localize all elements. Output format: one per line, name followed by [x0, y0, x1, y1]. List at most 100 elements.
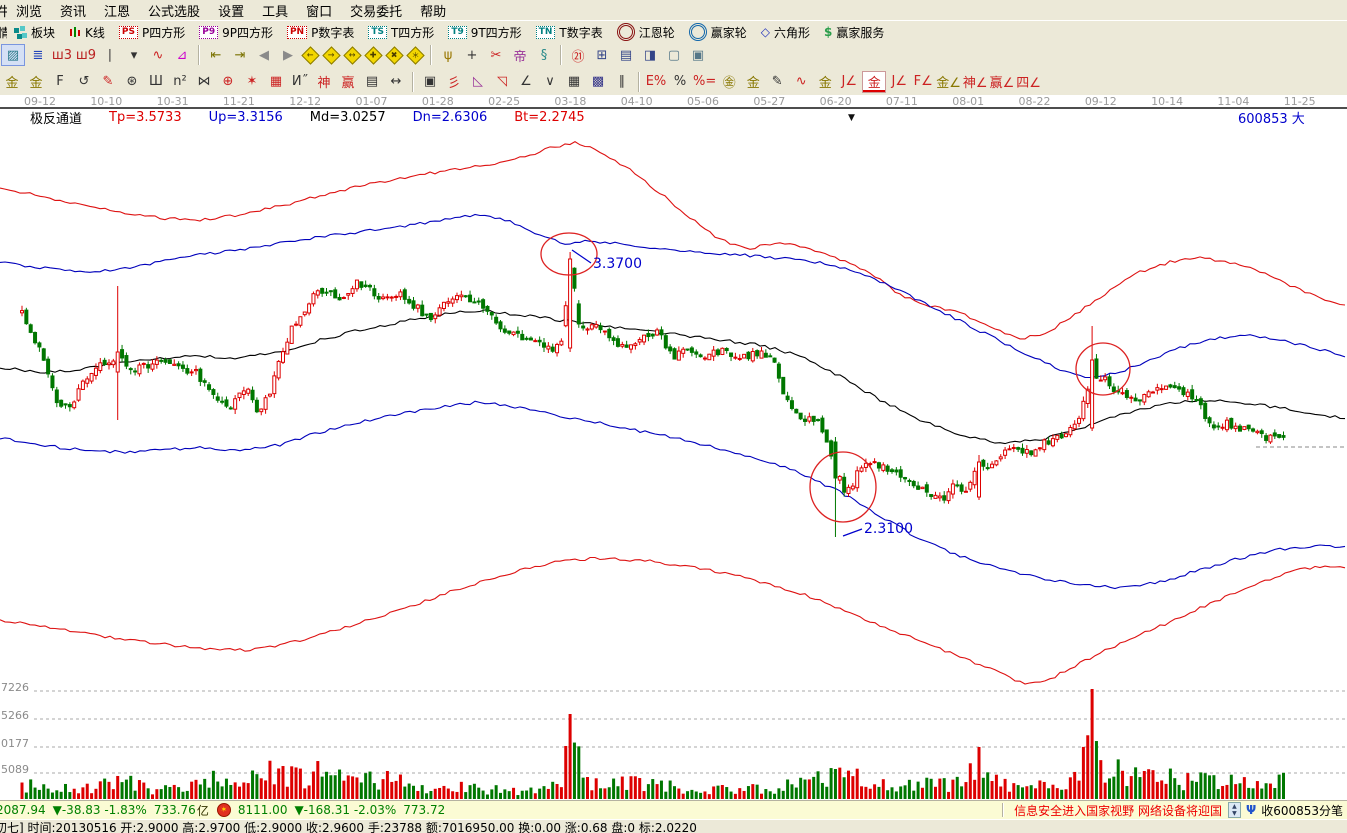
- target-circle-tool[interactable]: ⊕: [222, 74, 234, 89]
- hand-drag-tool[interactable]: ψ: [443, 47, 453, 63]
- p-square-button[interactable]: PS P四方形: [118, 24, 185, 41]
- next-bar-tool[interactable]: ▶: [283, 47, 293, 63]
- brain-tool[interactable]: §: [540, 47, 548, 63]
- date-tick-label: 10-10: [90, 95, 123, 108]
- diamond-right-tool[interactable]: →: [322, 45, 341, 65]
- save-disk-tool[interactable]: ◨: [643, 47, 657, 63]
- f-angle-tool[interactable]: F∠: [913, 74, 933, 89]
- dropdown-arrow-icon[interactable]: ▾: [130, 47, 138, 63]
- fan-triangle-tool[interactable]: ◺: [473, 74, 483, 89]
- winner-service-button[interactable]: $ 赢家服务: [824, 24, 884, 41]
- info-panel-tool[interactable]: ≣: [32, 47, 44, 63]
- shen-tool[interactable]: 神: [317, 76, 331, 91]
- pc-search-tool[interactable]: ▢: [667, 47, 681, 63]
- scissors-tool[interactable]: ✂: [490, 47, 502, 63]
- width-arrows-tool[interactable]: ↔: [390, 74, 402, 89]
- diamond-expand-tool[interactable]: ↔: [343, 45, 362, 65]
- diamond-cross-tool[interactable]: ✚: [364, 45, 383, 65]
- p-square-icon: PS: [118, 25, 138, 39]
- percent-lines-tool[interactable]: %=: [693, 74, 717, 89]
- spiral-tool[interactable]: ↺: [78, 74, 90, 89]
- fan-lines-tool[interactable]: 彡: [447, 76, 461, 91]
- n-square-tool[interactable]: n²: [173, 74, 187, 89]
- pc-tool[interactable]: ▣: [691, 47, 705, 63]
- kline-button[interactable]: K线: [69, 24, 105, 41]
- gann-wheel-button[interactable]: 江恩轮: [616, 23, 675, 41]
- highlight-ellipse: [1075, 342, 1131, 396]
- grid-b-tool[interactable]: ▩: [591, 74, 605, 89]
- menu-item-3[interactable]: 公式选股: [148, 4, 201, 20]
- grid-red-tool[interactable]: ▦: [269, 74, 283, 89]
- sector-blocks-button[interactable]: 板块: [14, 24, 55, 41]
- pattern-tool[interactable]: ∿: [152, 47, 164, 63]
- seal-tool[interactable]: 帝: [513, 49, 527, 65]
- brush-rocket-tool[interactable]: ✎: [102, 74, 114, 89]
- e-percent-tool[interactable]: E%: [645, 74, 667, 89]
- chart-view-tool[interactable]: ▨: [1, 44, 25, 66]
- menu-item-7[interactable]: 交易委托: [350, 4, 403, 20]
- circle-gold-tool[interactable]: ㊎: [722, 76, 736, 91]
- gann-wheel-small-tool[interactable]: ⊛: [126, 74, 138, 89]
- calendar-tool[interactable]: ㉑: [571, 49, 585, 65]
- t9-square-button[interactable]: T9 9T四方形: [448, 24, 522, 41]
- comb-ruler-tool[interactable]: Ш: [149, 74, 163, 89]
- menu-item-6[interactable]: 窗口: [306, 4, 333, 20]
- hexagon-button[interactable]: ◇ 六角形: [761, 24, 810, 41]
- p9-square-button[interactable]: P9 9P四方形: [199, 24, 273, 41]
- grid-a-tool[interactable]: ▦: [567, 74, 581, 89]
- f-ruler-tool[interactable]: F: [56, 74, 64, 89]
- ying-tool[interactable]: 赢: [341, 76, 355, 91]
- candle-style-tool[interactable]: ∣: [106, 47, 114, 63]
- menu-item-8[interactable]: 帮助: [420, 4, 447, 20]
- calculator-tool[interactable]: ⊞: [596, 47, 608, 63]
- gold-angle-tool[interactable]: 金∠: [936, 76, 961, 91]
- gold-tool-3[interactable]: 金: [818, 76, 832, 91]
- t-square-button[interactable]: TS T四方形: [368, 24, 434, 41]
- shen-angle-tool[interactable]: 神∠: [962, 76, 988, 91]
- gold-angle-selected-tool[interactable]: 金: [862, 70, 887, 93]
- first-bar-tool[interactable]: ⇤: [210, 47, 222, 63]
- wave-tool[interactable]: ∿: [795, 74, 807, 89]
- diamond-left-tool[interactable]: ←: [301, 45, 320, 65]
- bars9-tool[interactable]: ш9: [75, 47, 97, 63]
- ying-angle-tool[interactable]: 赢∠: [989, 76, 1015, 91]
- percent-tool[interactable]: %: [673, 74, 687, 89]
- menu-item-2[interactable]: 江恩: [104, 4, 131, 20]
- starburst-tool[interactable]: ✶: [246, 74, 258, 89]
- flag-tool[interactable]: ⊿: [176, 47, 188, 63]
- mirror-angle-tool[interactable]: ⋈: [197, 74, 211, 89]
- notebook-tool[interactable]: ▤: [619, 47, 633, 63]
- fan-square-tool[interactable]: ◹: [497, 74, 507, 89]
- last-bar-tool[interactable]: ⇥: [234, 47, 246, 63]
- index-status-bar: 2087.94 ▼-38.83 -1.83% 733.76 亿 ✶ 8111.00 ▼-16…: [0, 800, 1347, 819]
- crosshair-tool[interactable]: +: [466, 47, 478, 63]
- gann-gold-tool-2[interactable]: 金: [29, 76, 43, 91]
- layout-box-tool[interactable]: ▣: [423, 74, 437, 89]
- menu-item-1[interactable]: 资讯: [60, 4, 87, 20]
- gold-line-tool[interactable]: 金: [746, 76, 760, 91]
- abacus-tool[interactable]: ▤: [365, 74, 379, 89]
- j-angle-tool[interactable]: J∠: [841, 74, 858, 89]
- si-angle-tool[interactable]: 四∠: [1016, 76, 1041, 91]
- axis-separator-line: [0, 107, 1347, 109]
- gann-gold-tool-1[interactable]: 金: [5, 76, 19, 91]
- brush2-tool[interactable]: ✎: [771, 74, 783, 89]
- t-number-table-button[interactable]: TN T数字表: [535, 24, 603, 41]
- menu-item-5[interactable]: 工具: [262, 4, 289, 20]
- v-wave-tool[interactable]: ∨: [545, 74, 555, 89]
- ticker-spinner[interactable]: ▲ ▼: [1227, 802, 1241, 818]
- bars3-tool[interactable]: ш3: [51, 47, 73, 63]
- diamond-collapse-tool[interactable]: ✖: [385, 45, 404, 65]
- speed-line-tool[interactable]: И˝: [291, 74, 309, 89]
- p-number-table-button[interactable]: PN P数字表: [286, 24, 354, 41]
- prev-bar-tool[interactable]: ◀: [259, 47, 269, 63]
- diamond-all-tool[interactable]: ＊: [406, 45, 425, 65]
- chart-canvas[interactable]: 7226 5266 0177 5089 3.3700 2.3100: [0, 125, 1347, 800]
- menu-item-4[interactable]: 设置: [218, 4, 245, 20]
- trend-angle-tool[interactable]: ∠: [520, 74, 532, 89]
- menu-item-0[interactable]: 浏览: [16, 4, 43, 20]
- winner-wheel-button[interactable]: 赢家轮: [688, 23, 747, 41]
- news-ticker: 信息安全进入国家视野 网络设备将迎国: [1014, 803, 1222, 818]
- j-angle-tool-2[interactable]: J∠: [891, 74, 908, 89]
- parallel-lines-tool[interactable]: ∥: [618, 74, 626, 89]
